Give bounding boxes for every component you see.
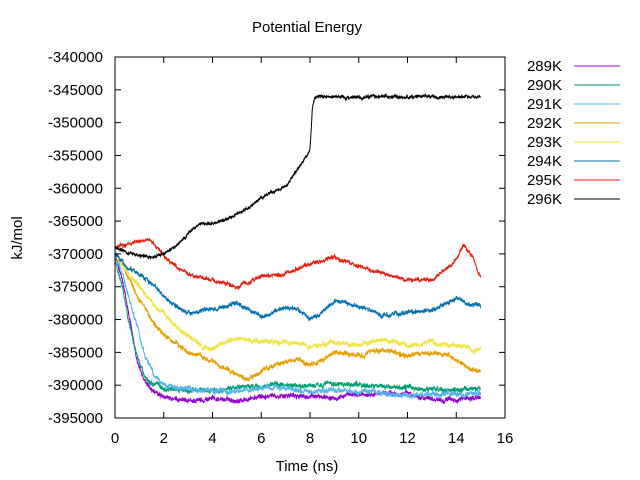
x-tick-label: 12 (399, 430, 416, 447)
y-tick-label: -380000 (48, 312, 103, 329)
y-tick-label: -345000 (48, 82, 103, 99)
y-tick-label: -365000 (48, 213, 103, 230)
legend-label: 293K (527, 134, 562, 151)
legend-label: 291K (527, 96, 562, 113)
series-line-294K (114, 252, 482, 322)
x-tick-label: 8 (306, 430, 314, 447)
series-line-296K (114, 92, 482, 260)
x-axis-label: Time (ns) (276, 458, 339, 475)
x-tick-label: 16 (497, 430, 514, 447)
series-line-292K (114, 252, 482, 382)
x-tick-label: 6 (257, 430, 265, 447)
y-tick-label: -370000 (48, 246, 103, 263)
legend-label: 292K (527, 115, 562, 132)
y-tick-label: -350000 (48, 115, 103, 132)
series-line-293K (114, 252, 482, 356)
x-tick-label: 14 (448, 430, 465, 447)
x-tick-label: 2 (160, 430, 168, 447)
chart-title: Potential Energy (252, 19, 363, 36)
y-tick-label: -390000 (48, 377, 103, 394)
x-tick-label: 10 (350, 430, 367, 447)
y-axis: -340000 -345000 -350000 -355000 -360000 -3650… (48, 49, 505, 427)
y-axis-label: kJ/mol (9, 216, 26, 259)
y-tick-label: -340000 (48, 49, 103, 66)
legend: 289K 290K 291K 292K 293K 294K 295K 296K (527, 58, 620, 208)
legend-label: 295K (527, 172, 562, 189)
legend-label: 294K (527, 153, 562, 170)
x-axis: 0 2 4 6 8 10 12 14 16 (111, 57, 514, 447)
y-tick-label: -360000 (48, 180, 103, 197)
legend-label: 296K (527, 191, 562, 208)
y-tick-label: -395000 (48, 410, 103, 427)
y-tick-label: -375000 (48, 279, 103, 296)
x-tick-label: 0 (111, 430, 119, 447)
x-tick-label: 4 (208, 430, 216, 447)
y-tick-label: -355000 (48, 147, 103, 164)
series-line-289K (114, 254, 482, 405)
series-line-291K (114, 252, 482, 399)
legend-label: 290K (527, 77, 562, 94)
y-tick-label: -385000 (48, 344, 103, 361)
plot-series (114, 92, 482, 405)
plot-frame (114, 56, 506, 419)
series-line-295K (114, 237, 482, 291)
legend-label: 289K (527, 58, 562, 75)
